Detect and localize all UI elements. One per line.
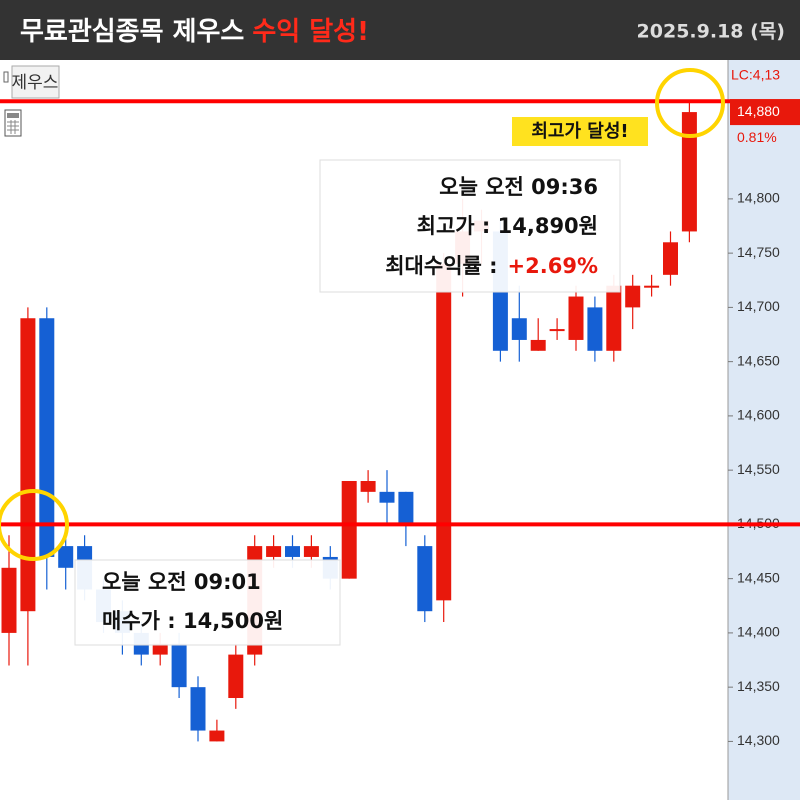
buy-note-box [74, 559, 341, 646]
calculator-screen [7, 113, 19, 118]
title-highlight: 수익 달성! [252, 17, 369, 47]
candle-body [587, 307, 603, 351]
peak-note-price: 최고가 : 14,890원 [417, 214, 598, 238]
candle-body [360, 480, 376, 492]
y-tick-label: 14,750 [737, 244, 780, 260]
header-bar [0, 0, 800, 60]
peak-note-time: 오늘 오전 09:36 [439, 175, 598, 199]
candle-body [436, 263, 452, 601]
candle-body [644, 285, 660, 288]
candle-body [171, 643, 187, 688]
calculator-keys [7, 120, 19, 134]
symbol-box [11, 65, 60, 99]
badge: 최고가 달성! [531, 121, 628, 142]
candle-body [625, 285, 641, 308]
lc-label: LC:4,13 [731, 67, 780, 83]
candle-body [152, 643, 168, 655]
candle-body [285, 546, 300, 557]
return-value: +2.69% [508, 254, 598, 278]
candle-body [663, 242, 678, 275]
y-tick-label: 14,600 [737, 407, 780, 423]
y-tick-label: 14,800 [737, 190, 780, 206]
candle-body [341, 480, 357, 579]
highlight-circle [0, 489, 69, 561]
y-tick-label: 14,700 [737, 298, 780, 314]
candle-body [568, 296, 584, 340]
buy-note-time: 오늘 오전 09:01 [102, 570, 261, 594]
return-label: 최대수익률 : [385, 254, 497, 278]
y-tick-label: 14,450 [737, 569, 780, 585]
y-tick-label: 14,300 [737, 732, 780, 748]
axis-background [728, 60, 800, 800]
symbol-label: 제우스 [12, 73, 59, 93]
candle-body [303, 546, 319, 557]
candle-body [530, 339, 546, 351]
candle-body [549, 329, 565, 332]
header-title: 무료관심종목 제우스 수익 달성! [20, 17, 369, 47]
last-price-box [730, 99, 800, 126]
candle-body [606, 285, 622, 351]
change-label: 0.81% [737, 129, 777, 145]
y-tick-label: 14,350 [737, 678, 780, 694]
y-tick-label: 14,400 [737, 624, 780, 640]
highlight-circle [655, 68, 725, 138]
title-main: 무료관심종목 제우스 [20, 17, 244, 47]
header-date: 2025.9.18 (목) [637, 21, 785, 43]
candle-body [1, 567, 17, 633]
candle-body [39, 318, 55, 557]
last-price-label: 14,880 [737, 103, 780, 119]
candle-body [398, 491, 414, 525]
candle-body [228, 654, 244, 699]
candle-body [190, 687, 206, 731]
candle-body [417, 546, 433, 612]
candle-body [681, 112, 697, 232]
candle-body [511, 318, 527, 340]
badge-box [512, 117, 648, 146]
y-tick-label: 14,550 [737, 461, 780, 477]
candle-body [20, 318, 36, 612]
peak-note-return: 최대수익률 : +2.69% [385, 254, 598, 278]
y-tick-label: 14,650 [737, 352, 780, 368]
plot: 14,30014,35014,40014,45014,50014,55014,6… [0, 67, 800, 748]
candle-body [379, 491, 395, 503]
candle-body [266, 546, 282, 557]
calculator-icon [4, 109, 22, 137]
peak-note-box [319, 159, 621, 293]
buy-note-price: 매수가 : 14,500원 [102, 609, 283, 633]
candle-body [58, 546, 74, 568]
symbol-icon [3, 71, 9, 83]
overlay: 오늘 오전 09:36 최고가 : 14,890원 최대수익률 : +2.69% … [0, 68, 725, 646]
candle-body [209, 730, 225, 742]
